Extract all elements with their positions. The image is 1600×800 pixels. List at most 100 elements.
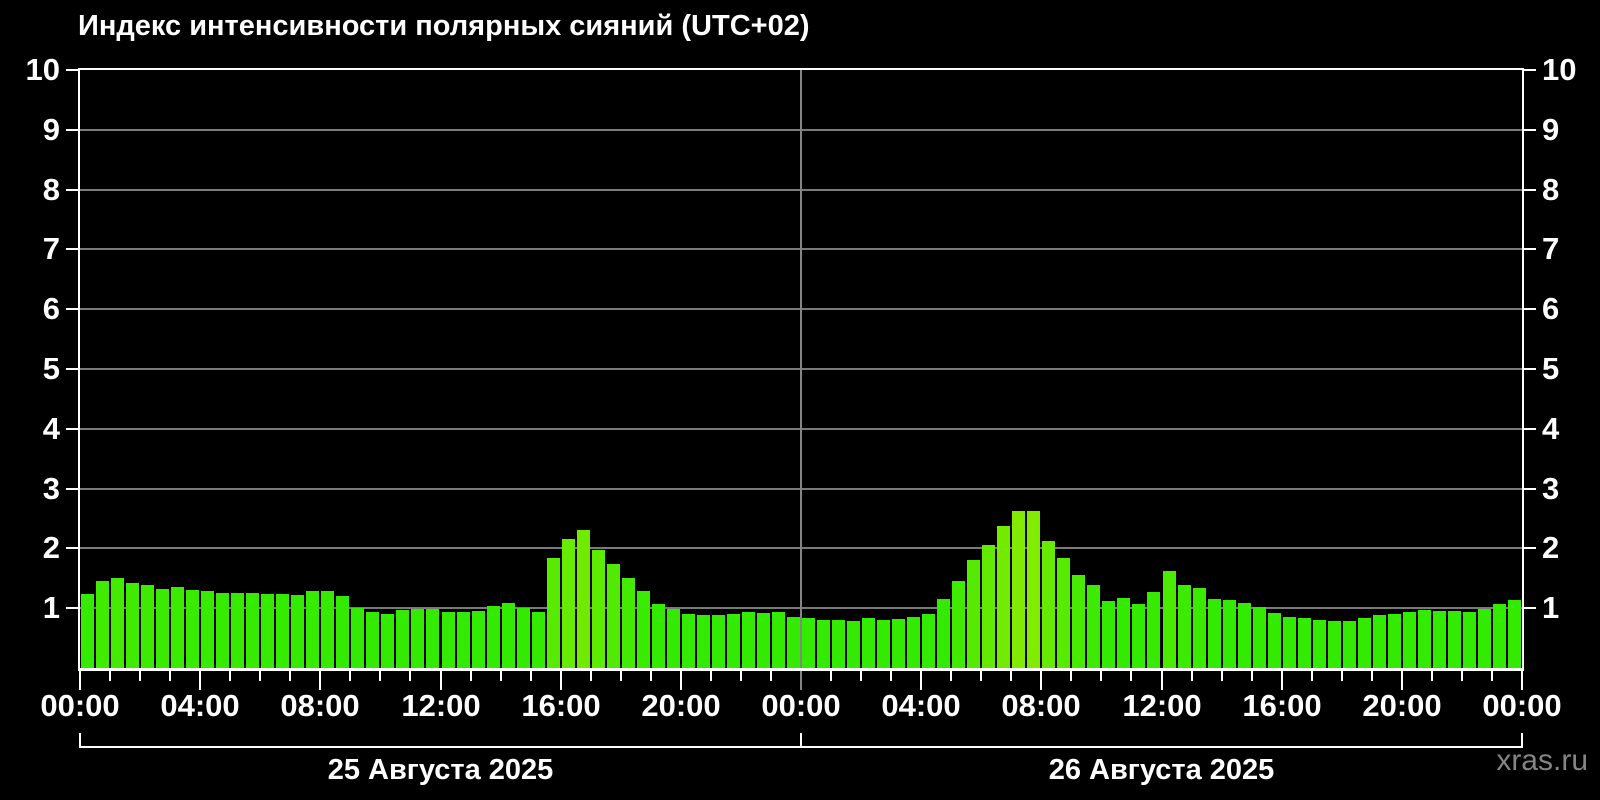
bar-49 bbox=[817, 620, 830, 668]
bar-0 bbox=[81, 594, 94, 668]
x-tick-h47 bbox=[1491, 671, 1493, 681]
bar-24 bbox=[442, 612, 455, 668]
bar-52 bbox=[862, 618, 875, 668]
y-axis-label-left-10: 10 bbox=[25, 52, 60, 87]
x-axis-label-h32: 08:00 bbox=[1001, 688, 1081, 723]
x-tick-h18 bbox=[620, 671, 622, 681]
x-tick-h43 bbox=[1371, 671, 1373, 681]
y-axis-label-left-2: 2 bbox=[42, 530, 60, 565]
x-tick-h6 bbox=[259, 671, 261, 681]
bar-58 bbox=[952, 581, 965, 668]
x-tick-h42 bbox=[1341, 671, 1343, 681]
x-tick-h1 bbox=[109, 671, 111, 681]
bar-56 bbox=[922, 614, 935, 668]
x-tick-h0 bbox=[79, 671, 81, 690]
x-tick-h32 bbox=[1040, 671, 1042, 690]
bar-43 bbox=[727, 614, 740, 668]
bar-8 bbox=[201, 591, 214, 668]
bar-14 bbox=[291, 595, 304, 668]
x-tick-h27 bbox=[890, 671, 892, 681]
bar-93 bbox=[1478, 609, 1491, 668]
bar-13 bbox=[276, 594, 289, 668]
x-tick-h40 bbox=[1281, 671, 1283, 690]
bar-88 bbox=[1403, 612, 1416, 668]
bar-4 bbox=[141, 585, 154, 668]
y-tick-right-9 bbox=[1524, 129, 1536, 131]
bar-35 bbox=[607, 564, 620, 668]
bar-64 bbox=[1042, 541, 1055, 668]
x-axis-label-h12: 12:00 bbox=[401, 688, 481, 723]
y-tick-left-9 bbox=[66, 129, 78, 131]
date-axis-tick-1 bbox=[800, 733, 802, 748]
bar-74 bbox=[1193, 588, 1206, 668]
y-tick-left-3 bbox=[66, 488, 78, 490]
y-axis-label-left-3: 3 bbox=[42, 471, 60, 506]
y-axis-label-right-8: 8 bbox=[1542, 172, 1560, 207]
bar-66 bbox=[1072, 575, 1085, 668]
y-axis-label-right-2: 2 bbox=[1542, 530, 1560, 565]
y-axis-label-right-6: 6 bbox=[1542, 291, 1560, 326]
bar-75 bbox=[1208, 599, 1221, 668]
x-tick-h39 bbox=[1251, 671, 1253, 681]
x-tick-h46 bbox=[1461, 671, 1463, 681]
bar-17 bbox=[336, 596, 349, 668]
y-axis-label-left-8: 8 bbox=[42, 172, 60, 207]
bar-73 bbox=[1178, 585, 1191, 668]
y-tick-right-5 bbox=[1524, 368, 1536, 370]
bar-22 bbox=[411, 609, 424, 668]
bar-34 bbox=[592, 550, 605, 668]
bar-10 bbox=[231, 593, 244, 668]
bar-57 bbox=[937, 599, 950, 668]
x-tick-h10 bbox=[379, 671, 381, 681]
x-axis-label-h16: 16:00 bbox=[521, 688, 601, 723]
bar-39 bbox=[667, 609, 680, 668]
bar-40 bbox=[682, 614, 695, 668]
bar-9 bbox=[216, 593, 229, 668]
bar-78 bbox=[1253, 607, 1266, 668]
y-tick-left-2 bbox=[66, 547, 78, 549]
x-tick-h30 bbox=[980, 671, 982, 681]
x-tick-h23 bbox=[770, 671, 772, 681]
y-tick-left-1 bbox=[66, 607, 78, 609]
y-axis-label-right-3: 3 bbox=[1542, 471, 1560, 506]
x-tick-h12 bbox=[440, 671, 442, 690]
x-tick-h33 bbox=[1070, 671, 1072, 681]
x-axis-label-h24: 00:00 bbox=[761, 688, 841, 723]
bar-15 bbox=[306, 591, 319, 668]
bar-23 bbox=[426, 609, 439, 668]
bar-95 bbox=[1508, 600, 1521, 668]
x-tick-h3 bbox=[169, 671, 171, 681]
y-axis-right bbox=[1522, 68, 1524, 668]
x-tick-h38 bbox=[1221, 671, 1223, 681]
y-axis-label-right-10: 10 bbox=[1542, 52, 1577, 87]
bar-28 bbox=[502, 603, 515, 668]
watermark-xras: xras.ru bbox=[1496, 744, 1588, 777]
x-axis-label-h4: 04:00 bbox=[160, 688, 240, 723]
bar-84 bbox=[1343, 621, 1356, 668]
x-tick-h7 bbox=[289, 671, 291, 681]
bar-38 bbox=[652, 604, 665, 668]
bar-69 bbox=[1117, 598, 1130, 668]
x-tick-h22 bbox=[740, 671, 742, 681]
y-axis-label-left-9: 9 bbox=[42, 112, 60, 147]
bar-53 bbox=[877, 620, 890, 668]
bar-71 bbox=[1147, 592, 1160, 668]
y-tick-left-10 bbox=[66, 69, 78, 71]
y-tick-right-10 bbox=[1524, 69, 1536, 71]
y-axis-label-right-7: 7 bbox=[1542, 231, 1560, 266]
date-label-day2: 26 Августа 2025 bbox=[1048, 754, 1275, 786]
y-tick-right-3 bbox=[1524, 488, 1536, 490]
x-axis-label-h28: 04:00 bbox=[881, 688, 961, 723]
bar-68 bbox=[1102, 601, 1115, 668]
x-tick-h41 bbox=[1311, 671, 1313, 681]
bar-21 bbox=[396, 610, 409, 668]
bar-91 bbox=[1448, 611, 1461, 668]
bar-81 bbox=[1298, 618, 1311, 668]
bar-87 bbox=[1388, 614, 1401, 668]
bar-25 bbox=[457, 612, 470, 668]
x-tick-h28 bbox=[920, 671, 922, 690]
y-axis-label-right-4: 4 bbox=[1542, 411, 1560, 446]
bar-83 bbox=[1328, 621, 1341, 668]
x-tick-h21 bbox=[710, 671, 712, 681]
